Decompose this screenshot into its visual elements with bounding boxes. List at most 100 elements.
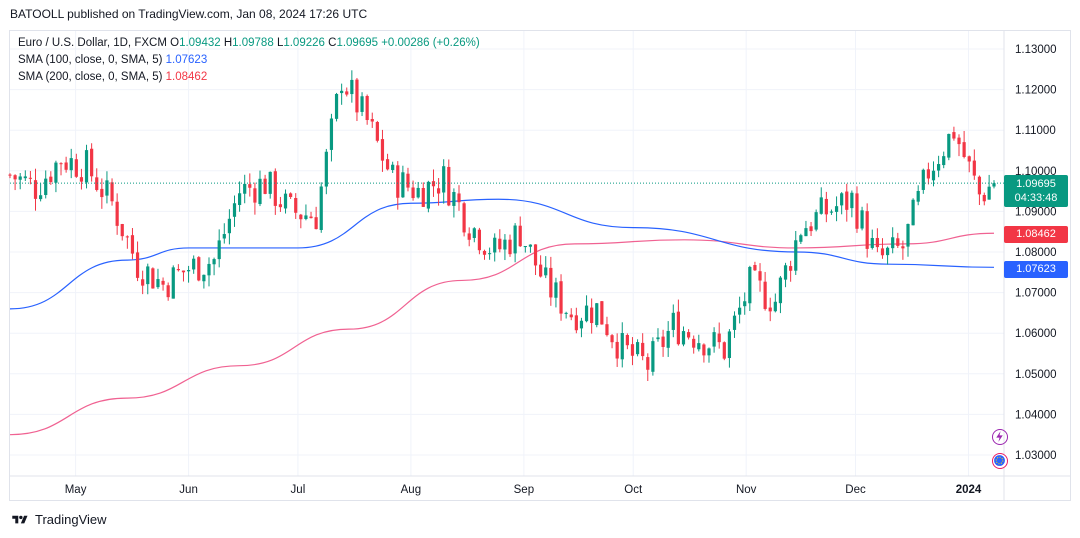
candle-body	[952, 132, 956, 139]
candle-body	[171, 267, 175, 299]
candle	[345, 87, 349, 97]
candle-body	[100, 188, 104, 198]
candle-body	[355, 79, 359, 113]
candle-body	[600, 301, 604, 325]
candle	[692, 335, 696, 354]
candle-body	[778, 277, 783, 304]
sma-path	[9, 198, 995, 310]
candle	[340, 83, 344, 105]
candle-body	[329, 118, 334, 150]
price-tick-label: 1.12000	[1015, 85, 1057, 97]
candle-body	[987, 186, 991, 200]
candle-body	[702, 344, 706, 356]
candle	[197, 256, 201, 282]
time-tick-label: Nov	[736, 484, 757, 496]
candle-body	[824, 198, 828, 215]
candle-body	[870, 238, 874, 248]
time-tick-label: Jun	[179, 484, 198, 496]
candle	[477, 227, 482, 255]
candle	[268, 171, 272, 199]
candle-body	[217, 240, 221, 260]
candle	[804, 220, 808, 237]
candle	[23, 170, 27, 182]
symbol-name[interactable]: Euro / U.S. Dollar, 1D, FXCM	[18, 37, 167, 49]
candle-body	[829, 211, 834, 213]
candle-body	[498, 238, 502, 250]
high-value: 1.09788	[232, 37, 274, 49]
candle	[656, 328, 660, 342]
candle-body	[186, 270, 191, 272]
candle	[304, 204, 308, 221]
candle-body	[289, 193, 293, 197]
candle	[54, 160, 58, 193]
candle-body	[467, 233, 471, 240]
candle-body	[69, 158, 73, 171]
legend-sma100-row[interactable]: SMA (100, close, 0, SMA, 5) 1.07623	[18, 52, 480, 69]
candle	[289, 192, 293, 199]
candle-body	[314, 217, 318, 230]
candle	[778, 275, 783, 314]
candle-body	[794, 240, 798, 271]
last-price-badge: 1.09695 04:33:48	[1004, 175, 1068, 207]
candle	[176, 264, 180, 272]
candles	[8, 70, 996, 382]
candle	[707, 347, 711, 363]
candle	[324, 148, 328, 195]
legend-sma200-row[interactable]: SMA (200, close, 0, SMA, 5) 1.08462	[18, 69, 480, 86]
candle-body	[396, 165, 400, 198]
candle	[416, 181, 420, 199]
candle	[232, 195, 237, 227]
candle	[202, 274, 206, 289]
candle-body	[513, 225, 517, 254]
candle	[482, 249, 487, 260]
candle-body	[452, 192, 456, 206]
candle	[559, 274, 563, 321]
candle-body	[95, 177, 99, 190]
flash-icon[interactable]	[992, 429, 1008, 445]
brand-name[interactable]: TradingView	[35, 512, 107, 527]
candle-body	[549, 267, 553, 298]
candle-body	[84, 150, 89, 183]
candle	[987, 174, 991, 200]
open-value: 1.09432	[179, 37, 221, 49]
candle-body	[13, 175, 17, 180]
candle-body	[243, 183, 247, 194]
candle	[161, 277, 165, 291]
candle	[391, 161, 395, 173]
eu-flag-icon[interactable]	[992, 453, 1008, 469]
candle	[819, 187, 823, 215]
candle-body	[135, 252, 140, 278]
candle-body	[579, 320, 584, 329]
candle-body	[503, 239, 507, 250]
candle	[171, 265, 175, 299]
candle	[625, 333, 629, 350]
candle	[44, 170, 48, 199]
candle-body	[559, 281, 563, 314]
price-tick-label: 1.05000	[1015, 369, 1057, 381]
candle-body	[508, 239, 512, 255]
tradingview-logo-icon[interactable]	[10, 514, 30, 526]
sma200-label: SMA (200, close, 0, SMA, 5)	[18, 71, 163, 83]
candle-body	[380, 139, 385, 161]
legend: Euro / U.S. Dollar, 1D, FXCM O1.09432 H1…	[18, 35, 480, 86]
candle-body	[834, 206, 839, 212]
time-tick-label: Jul	[291, 484, 306, 496]
price-tick-label: 1.09000	[1015, 206, 1057, 218]
chart-frame[interactable]	[9, 30, 1071, 501]
candle	[141, 270, 145, 295]
candle-body	[661, 336, 665, 347]
candle-body	[977, 176, 982, 195]
candle	[472, 227, 476, 243]
candle	[319, 182, 323, 233]
candle-body	[115, 201, 119, 226]
candle-body	[238, 193, 242, 205]
candle-body	[916, 191, 920, 202]
footer: TradingView	[10, 512, 107, 527]
candle	[79, 168, 84, 190]
candle-body	[845, 191, 849, 210]
candle	[717, 322, 721, 349]
candle-body	[783, 265, 788, 280]
price-tick-label: 1.07000	[1015, 288, 1057, 300]
candle-body	[768, 307, 772, 312]
